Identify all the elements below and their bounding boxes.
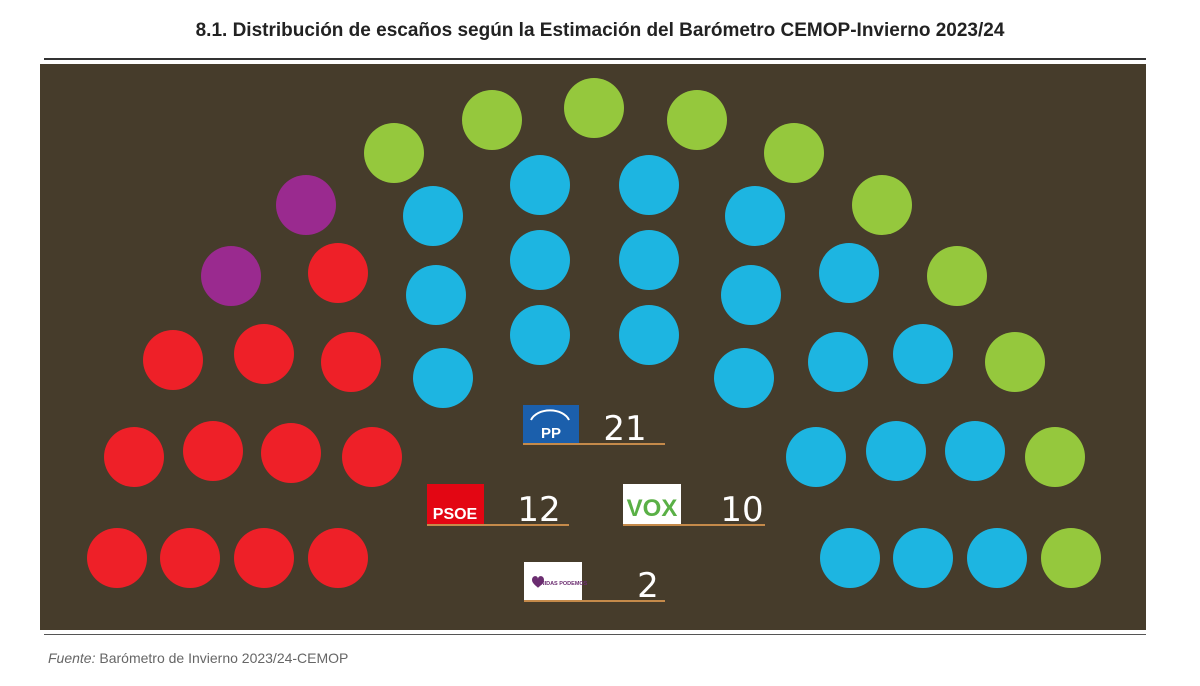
legend-psoe: PSOE 12 xyxy=(427,484,569,530)
seat-pp xyxy=(619,230,679,290)
seat-psoe xyxy=(183,421,243,481)
seat-psoe xyxy=(160,528,220,588)
seat-vox xyxy=(667,90,727,150)
pp-seat-count: 21 xyxy=(603,409,646,449)
seat-vox xyxy=(462,90,522,150)
seat-pp xyxy=(406,265,466,325)
seat-pp xyxy=(510,155,570,215)
seat-pp xyxy=(866,421,926,481)
seat-pp xyxy=(786,427,846,487)
seat-pp xyxy=(510,305,570,365)
legend-podemos: UNIDAS PODEMOS 2 xyxy=(524,562,665,606)
source-note: Fuente: Barómetro de Invierno 2023/24-CE… xyxy=(48,650,348,666)
seat-psoe xyxy=(308,528,368,588)
source-divider xyxy=(44,634,1146,635)
seat-pp xyxy=(967,528,1027,588)
seat-vox xyxy=(985,332,1045,392)
seat-pp xyxy=(808,332,868,392)
psoe-logo xyxy=(427,484,484,524)
seat-podemos xyxy=(201,246,261,306)
seat-pp xyxy=(403,186,463,246)
seat-pp xyxy=(619,305,679,365)
vox-seat-count: 10 xyxy=(720,490,763,530)
seat-vox xyxy=(1041,528,1101,588)
seat-pp xyxy=(714,348,774,408)
seat-vox xyxy=(1025,427,1085,487)
source-label: Fuente: xyxy=(48,650,96,666)
title-divider xyxy=(44,58,1146,60)
psoe-seat-count: 12 xyxy=(517,490,560,530)
seat-vox xyxy=(364,123,424,183)
podemos-heart-icon xyxy=(532,576,544,588)
podemos-seat-count: 2 xyxy=(637,566,659,606)
seat-vox xyxy=(927,246,987,306)
podemos-logo-text: UNIDAS PODEMOS xyxy=(537,581,588,587)
seat-vox xyxy=(852,175,912,235)
seat-psoe xyxy=(261,423,321,483)
seat-vox xyxy=(564,78,624,138)
source-text: Barómetro de Invierno 2023/24-CEMOP xyxy=(99,650,349,666)
pp-logo-arc xyxy=(530,409,570,421)
seat-pp xyxy=(619,155,679,215)
seat-pp xyxy=(945,421,1005,481)
seat-pp xyxy=(820,528,880,588)
seat-psoe xyxy=(234,528,294,588)
legend-vox: VOX 10 xyxy=(623,484,765,530)
seat-psoe xyxy=(234,324,294,384)
seat-pp xyxy=(893,528,953,588)
vox-logo-text: VOX xyxy=(627,495,678,522)
seat-pp xyxy=(413,348,473,408)
seat-pp xyxy=(725,186,785,246)
seat-pp xyxy=(819,243,879,303)
chart-panel xyxy=(40,64,1146,630)
pp-logo-text: PP xyxy=(541,425,561,442)
seat-psoe xyxy=(104,427,164,487)
seat-psoe xyxy=(308,243,368,303)
vox-logo xyxy=(623,484,681,524)
psoe-logo-text: PSOE xyxy=(433,506,478,523)
seat-psoe xyxy=(342,427,402,487)
seat-vox xyxy=(764,123,824,183)
seat-pp xyxy=(893,324,953,384)
seat-psoe xyxy=(143,330,203,390)
legend-pp: PP 21 xyxy=(523,405,665,449)
seat-psoe xyxy=(87,528,147,588)
seat-group xyxy=(87,78,1101,588)
seat-pp xyxy=(510,230,570,290)
chart-title: 8.1. Distribución de escaños según la Es… xyxy=(195,20,1005,41)
seat-psoe xyxy=(321,332,381,392)
seat-pp xyxy=(721,265,781,325)
seat-podemos xyxy=(276,175,336,235)
